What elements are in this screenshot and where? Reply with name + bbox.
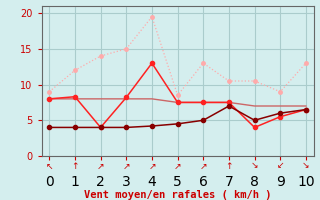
- X-axis label: Vent moyen/en rafales ( km/h ): Vent moyen/en rafales ( km/h ): [84, 190, 271, 200]
